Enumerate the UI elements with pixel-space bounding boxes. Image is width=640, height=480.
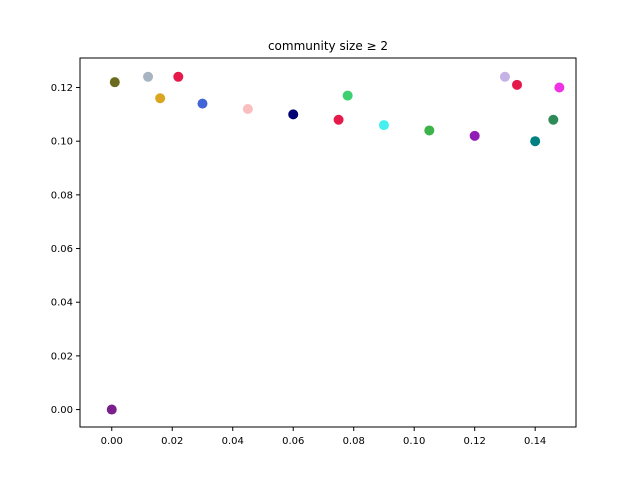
- y-tick-label: 0.00: [51, 405, 73, 416]
- y-axis: 0.00 0.02 0.04 0.06 0.08 0.10 0.12: [51, 83, 80, 416]
- x-tick-label: 0.04: [222, 436, 244, 447]
- y-tick-label: 0.08: [51, 190, 73, 201]
- data-point: [548, 114, 559, 125]
- y-tick-label: 0.04: [51, 298, 73, 309]
- data-point: [173, 71, 184, 82]
- data-point: [288, 109, 299, 120]
- y-tick-label: 0.12: [51, 83, 73, 94]
- y-tick-label: 0.02: [51, 351, 73, 362]
- data-point: [530, 136, 541, 147]
- data-point: [106, 404, 117, 415]
- x-tick-label: 0.02: [161, 436, 183, 447]
- x-tick-label: 0.00: [101, 436, 123, 447]
- x-axis: 0.00 0.02 0.04 0.06 0.08 0.10 0.12 0.14: [101, 427, 546, 447]
- x-tick-label: 0.12: [464, 436, 486, 447]
- x-tick-label: 0.06: [282, 436, 304, 447]
- data-point: [554, 82, 565, 93]
- x-tick-label: 0.08: [343, 436, 365, 447]
- data-point: [197, 98, 208, 109]
- data-point: [109, 77, 120, 88]
- data-point: [242, 103, 253, 114]
- y-tick-label: 0.06: [51, 244, 73, 255]
- data-point: [155, 93, 166, 104]
- data-point: [342, 90, 353, 101]
- data-point: [143, 71, 154, 82]
- x-tick-label: 0.10: [403, 436, 425, 447]
- data-point: [512, 79, 523, 90]
- data-point: [469, 130, 480, 141]
- data-point: [499, 71, 510, 82]
- chart-title: community size ≥ 2: [268, 39, 388, 53]
- data-point: [333, 114, 344, 125]
- data-point: [424, 125, 435, 136]
- x-tick-label: 0.14: [524, 436, 546, 447]
- data-point: [378, 120, 389, 131]
- y-tick-label: 0.10: [51, 137, 73, 148]
- plot-area-frame: [79, 57, 577, 428]
- points-layer: [106, 71, 565, 415]
